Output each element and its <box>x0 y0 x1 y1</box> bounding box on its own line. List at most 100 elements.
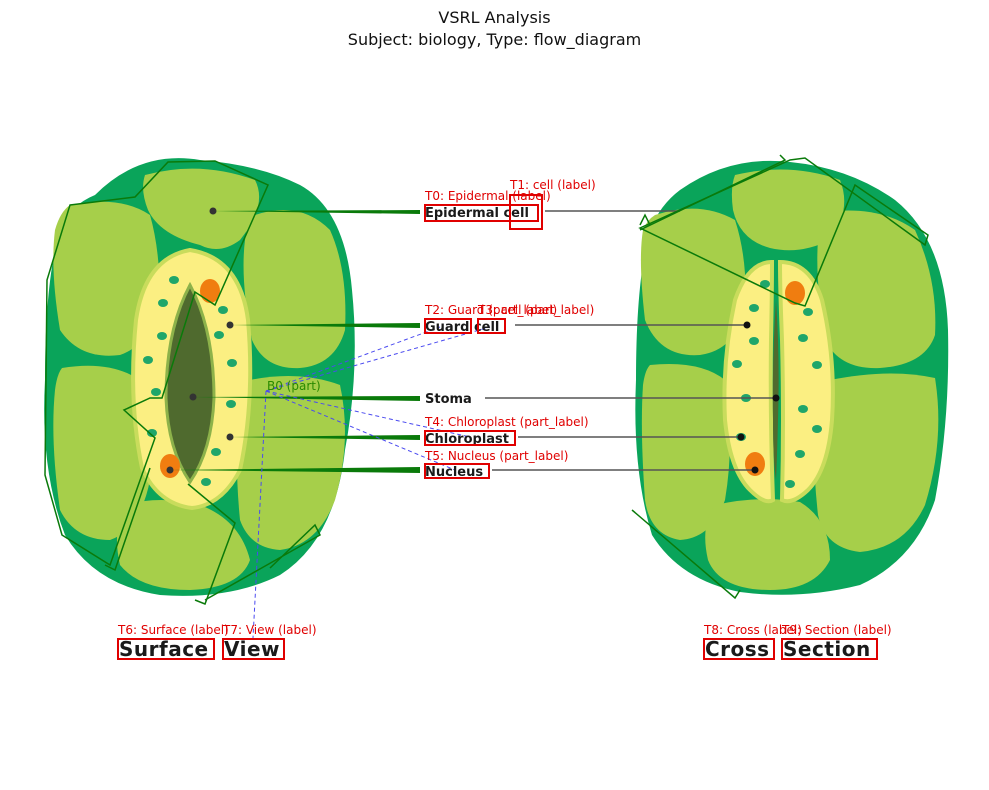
label-epidermal-cell: Epidermal cell <box>425 206 529 221</box>
right-stoma-pore <box>772 300 779 480</box>
caption-cross: Cross <box>705 637 770 661</box>
caption-surface: Surface <box>119 637 209 661</box>
segmentation-overlays <box>44 154 929 605</box>
annotation-t0: T0: Epidermal (label) <box>424 189 551 203</box>
right-cell-upper-right <box>817 210 936 369</box>
chloroplast-dot <box>169 276 179 284</box>
chloroplast-dot <box>749 337 759 345</box>
link-b0-t3 <box>265 326 491 392</box>
left-cell-bottom <box>116 500 250 590</box>
chloroplast-dot <box>158 299 168 307</box>
overlay-cross-top <box>638 157 929 307</box>
chloroplast-dot <box>214 331 224 339</box>
surface-view-illustration <box>44 158 355 596</box>
overlay-left-edge <box>104 467 151 572</box>
label-chloroplast: Chloroplast <box>425 432 509 447</box>
cross-section-illustration <box>635 160 949 595</box>
left-cell-upper-right <box>243 210 346 369</box>
annotation-t2: T2: Guard (part_label) <box>424 303 557 317</box>
b0-annotation: B0 (part) <box>267 379 321 393</box>
link-b0-t7 <box>252 390 267 639</box>
figure-subtitle: Subject: biology, Type: flow_diagram <box>347 30 642 49</box>
chloroplast-dot <box>218 306 228 314</box>
bbox-t3 <box>477 318 506 334</box>
leader-guard-left <box>230 323 420 328</box>
bbox-t1 <box>509 194 543 230</box>
pointer-dot <box>772 394 780 402</box>
bbox-t6 <box>117 638 215 660</box>
label-bounding-boxes <box>117 194 878 660</box>
leader-nucleus-left <box>170 467 420 473</box>
right-guard-cell-left <box>722 259 776 504</box>
left-nucleus-upper <box>200 279 220 303</box>
bbox-t4 <box>424 430 516 446</box>
chloroplast-dot <box>795 450 805 458</box>
right-cell-lower-left <box>641 364 730 540</box>
overlay-cross-edge <box>639 154 787 231</box>
bbox-t7 <box>222 638 285 660</box>
left-leader-lines <box>166 207 420 474</box>
leader-epidermal-left <box>213 210 420 214</box>
link-b0-t2 <box>265 326 441 392</box>
chloroplast-dot <box>226 400 236 408</box>
link-b0-t5 <box>265 390 456 471</box>
chloroplast-dot <box>732 360 742 368</box>
label-guard-cell: Guard cell <box>425 320 499 335</box>
chloroplast-dot <box>201 478 211 486</box>
overlay-surface-tissue <box>44 160 269 567</box>
pointer-dot <box>226 433 234 441</box>
right-cell-bottom <box>705 499 830 590</box>
chloroplast-dot <box>812 425 822 433</box>
overlay-bottom-right <box>204 523 321 601</box>
right-guard-cell-right <box>777 259 835 504</box>
caption-section: Section <box>783 637 871 661</box>
annotation-t1: T1: cell (label) <box>509 178 596 192</box>
chloroplast-dot <box>147 429 157 437</box>
chloroplast-dot <box>227 359 237 367</box>
chloroplast-dot <box>798 334 808 342</box>
annotation-t3: T3: cell (part_label) <box>477 303 594 317</box>
pointer-dot <box>737 433 745 441</box>
chloroplast-dot <box>798 405 808 413</box>
chloroplast-dot <box>785 480 795 488</box>
annotation-t7: T7: View (label) <box>222 623 317 637</box>
annotation-t4: T4: Chloroplast (part_label) <box>424 415 589 429</box>
pointer-dot <box>226 321 234 329</box>
annotation-t5: T5: Nucleus (part_label) <box>424 449 568 463</box>
relation-links <box>252 326 491 639</box>
figure-title: VSRL Analysis <box>438 8 551 27</box>
chloroplast-dot <box>803 308 813 316</box>
pointer-dot <box>743 321 751 329</box>
right-leader-lines <box>485 210 780 474</box>
annotation-texts: T0: Epidermal (label) T1: cell (label) T… <box>117 178 892 637</box>
bbox-t9 <box>781 638 878 660</box>
label-stoma: Stoma <box>425 392 472 407</box>
overlay-cross-bottom <box>631 509 741 600</box>
annotation-t9: T9: Section (label) <box>781 623 892 637</box>
right-nucleus-upper <box>785 281 805 305</box>
left-cell-upper-left <box>53 201 161 356</box>
pointer-dot <box>166 466 174 474</box>
overlay-guard-lower <box>187 483 236 605</box>
right-cell-lower-right <box>814 373 939 552</box>
right-cell-top <box>731 169 845 251</box>
chloroplast-dot <box>151 388 161 396</box>
annotation-t6: T6: Surface (label) <box>117 623 229 637</box>
chloroplast-dot <box>143 356 153 364</box>
chloroplast-dot <box>749 304 759 312</box>
leader-stoma-left <box>193 396 420 401</box>
right-cell-upper-left <box>640 208 746 356</box>
left-cell-top <box>143 168 260 249</box>
chloroplast-dot <box>211 448 221 456</box>
label-nucleus: Nucleus <box>425 465 483 480</box>
bbox-t2 <box>424 318 472 334</box>
caption-view: View <box>224 637 280 661</box>
chloroplast-dot <box>760 280 770 288</box>
central-labels: Epidermal cell Guard cell Stoma Chloropl… <box>425 206 529 480</box>
pointer-dot <box>209 207 217 215</box>
leader-chloroplast-left <box>230 435 420 440</box>
bbox-t8 <box>703 638 775 660</box>
pointer-dot <box>189 393 197 401</box>
left-chloroplasts <box>143 276 237 486</box>
